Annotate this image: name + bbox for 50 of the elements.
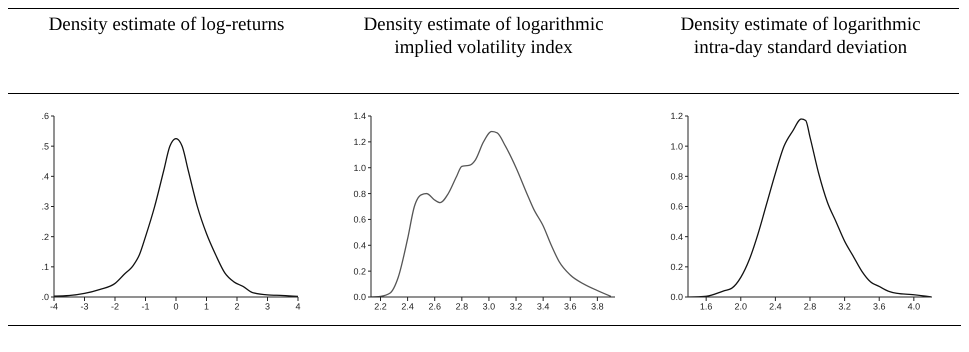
chart-title: Density estimate of log-returns <box>48 13 286 36</box>
y-tick-label: 0.4 <box>353 240 366 250</box>
y-tick-label: .2 <box>41 232 49 242</box>
x-tick-label: -2 <box>110 301 120 312</box>
y-tick-label: 0.4 <box>670 232 683 242</box>
x-tick-label: -3 <box>80 301 89 312</box>
x-tick-label: 4 <box>295 301 301 312</box>
y-tick-label: 1.4 <box>353 111 366 122</box>
x-tick-label: 2.4 <box>769 301 782 312</box>
x-tick-label: 3.8 <box>591 301 604 312</box>
y-tick-label: .0 <box>41 292 49 302</box>
x-tick-label: 3.2 <box>838 301 851 312</box>
y-tick-label: 0.0 <box>353 292 366 302</box>
x-tick-label: 2.0 <box>734 301 748 312</box>
x-tick-label: 3.6 <box>564 301 577 312</box>
y-tick-label: 0.2 <box>670 262 683 272</box>
x-tick-label: 4.0 <box>908 301 920 312</box>
y-tick-label: 0.0 <box>670 292 683 302</box>
x-tick-label: 3.2 <box>510 301 522 312</box>
y-tick-label: 0.6 <box>353 214 366 225</box>
y-tick-label: .1 <box>41 262 49 272</box>
y-tick-label: 1.2 <box>670 111 683 122</box>
x-tick-label: 1 <box>204 301 210 312</box>
x-tick-label: -1 <box>141 301 150 312</box>
x-tick-label: 2.6 <box>428 301 441 312</box>
x-tick-label: 2 <box>234 301 240 312</box>
y-tick-label: .4 <box>41 172 49 182</box>
y-tick-label: 1.0 <box>353 162 366 173</box>
x-tick-label: 3.4 <box>536 301 550 312</box>
y-tick-label: .5 <box>41 141 49 152</box>
y-tick-label: .6 <box>41 111 49 122</box>
x-tick-label: 1.6 <box>700 301 712 312</box>
y-tick-label: 0.6 <box>670 202 683 212</box>
y-tick-label: 0.2 <box>353 266 366 276</box>
x-tick-label: -4 <box>50 301 58 312</box>
x-tick-label: 3.0 <box>482 301 496 312</box>
x-tick-label: 3 <box>264 301 270 312</box>
y-tick-label: 0.8 <box>353 188 366 199</box>
x-tick-label: 3.6 <box>872 301 886 312</box>
y-tick-label: 1.0 <box>670 141 683 152</box>
y-tick-label: 0.8 <box>670 172 683 182</box>
y-tick-label: 1.2 <box>353 137 366 148</box>
chart-title: Density estimate of logarithmic implied volatility index <box>362 13 605 59</box>
x-tick-label: 0 <box>173 301 179 312</box>
x-tick-label: 2.2 <box>374 301 387 312</box>
x-tick-label: 2.4 <box>401 301 414 312</box>
y-tick-label: .3 <box>41 202 49 212</box>
x-tick-label: 2.8 <box>456 301 468 312</box>
x-tick-label: 2.8 <box>804 301 816 312</box>
chart-title: Density estimate of logarithmic intra-day standard deviation <box>679 13 922 59</box>
